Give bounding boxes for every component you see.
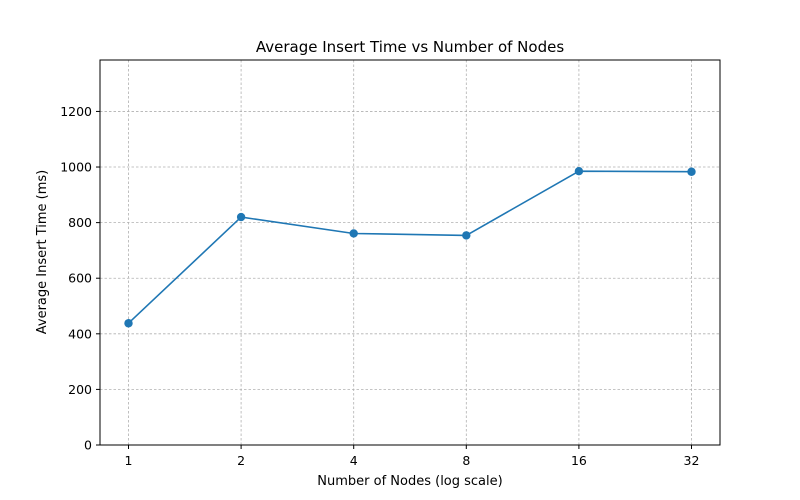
y-tick-label: 1200 (60, 104, 92, 119)
data-point (236, 212, 246, 222)
x-axis-ticks: 1 2 4 8 16 32 (125, 445, 700, 468)
plot-frame (99, 59, 721, 446)
x-tick-label: 16 (571, 453, 587, 468)
series-line (127, 170, 692, 324)
x-tick-label: 2 (237, 453, 245, 468)
y-tick-label: 600 (68, 271, 92, 286)
y-axis-ticks: 0 200 400 600 800 1000 1200 (60, 104, 100, 453)
x-tick-label: 4 (350, 453, 358, 468)
data-point (574, 166, 584, 176)
x-tick-label: 1 (125, 453, 133, 468)
data-point (124, 319, 133, 328)
y-tick-label: 0 (84, 438, 92, 453)
data-point (687, 167, 696, 176)
x-axis-label: Number of Nodes (log scale) (317, 474, 502, 489)
y-tick-label: 200 (68, 382, 92, 397)
y-tick-label: 800 (68, 215, 92, 230)
chart-title: Average Insert Time vs Number of Nodes (256, 38, 564, 56)
y-tick-label: 400 (68, 326, 92, 341)
x-tick-label: 8 (462, 453, 470, 468)
grid-lines (100, 60, 720, 446)
series-layer (124, 166, 696, 328)
x-tick-label: 32 (684, 453, 700, 468)
data-point (349, 229, 358, 238)
y-tick-label: 1000 (60, 160, 92, 175)
data-point (462, 231, 471, 240)
y-axis-label: Average Insert Time (ms) (35, 170, 50, 334)
